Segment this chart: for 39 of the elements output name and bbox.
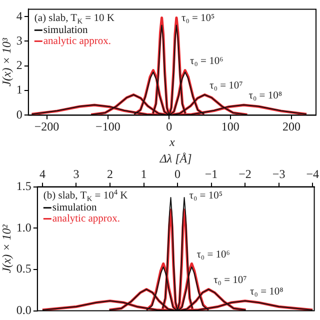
legend-label: analytic approx. [43, 36, 112, 47]
x-axis-title: Δλ [Å] [158, 151, 192, 166]
y-tick-label: 2 [16, 58, 22, 72]
y-tick-label: 1.0 [16, 220, 32, 234]
x-tick-label: 2 [106, 166, 113, 181]
x-tick-label: 0 [166, 120, 172, 134]
y-tick-label: 1.5 [16, 178, 32, 193]
x-tick-label: 4 [39, 166, 46, 181]
x-tick-label: −200 [34, 120, 60, 134]
annotation: τ₀ = 10⁷ [214, 275, 248, 286]
annotation: τ₀ = 10⁷ [210, 80, 244, 92]
y-tick-label: 4 [16, 8, 22, 23]
annotation: τ₀ = 10⁵ [181, 12, 216, 24]
x-tick-label: 200 [282, 120, 301, 134]
annotation: τ₀ = 10⁸ [250, 286, 284, 298]
y-axis-title: J(x) × 10³ [0, 38, 14, 86]
annotation: τ₀ = 10⁵ [189, 190, 223, 202]
legend-label: simulation [43, 24, 88, 36]
x-axis-title: x [168, 134, 176, 149]
x-tick-label: 3 [73, 166, 80, 181]
x-tick-label: −4 [306, 166, 319, 181]
y-tick-label: 0.0 [16, 302, 32, 317]
x-tick-label: 0 [174, 166, 181, 181]
annotation: τ₀ = 10⁸ [248, 90, 282, 102]
annotation: τ₀ = 10⁶ [190, 56, 224, 68]
annotation: τ₀ = 10⁶ [196, 249, 230, 260]
y-tick-label: 0 [16, 107, 22, 122]
y-axis-title: J(x) × 10² [0, 224, 14, 273]
x-tick-label: 1 [140, 166, 147, 181]
x-tick-label: −3 [272, 166, 286, 181]
legend-label: analytic approx. [52, 214, 120, 225]
y-tick-label: 3 [16, 33, 22, 48]
y-tick-label: 0.5 [16, 262, 32, 276]
x-tick-label: −1 [204, 166, 218, 181]
x-tick-label: −100 [96, 120, 120, 134]
legend-label: simulation [52, 202, 98, 214]
y-tick-label: 1 [16, 82, 22, 97]
x-tick-label: −2 [238, 166, 252, 181]
x-tick-label: 100 [221, 120, 240, 134]
